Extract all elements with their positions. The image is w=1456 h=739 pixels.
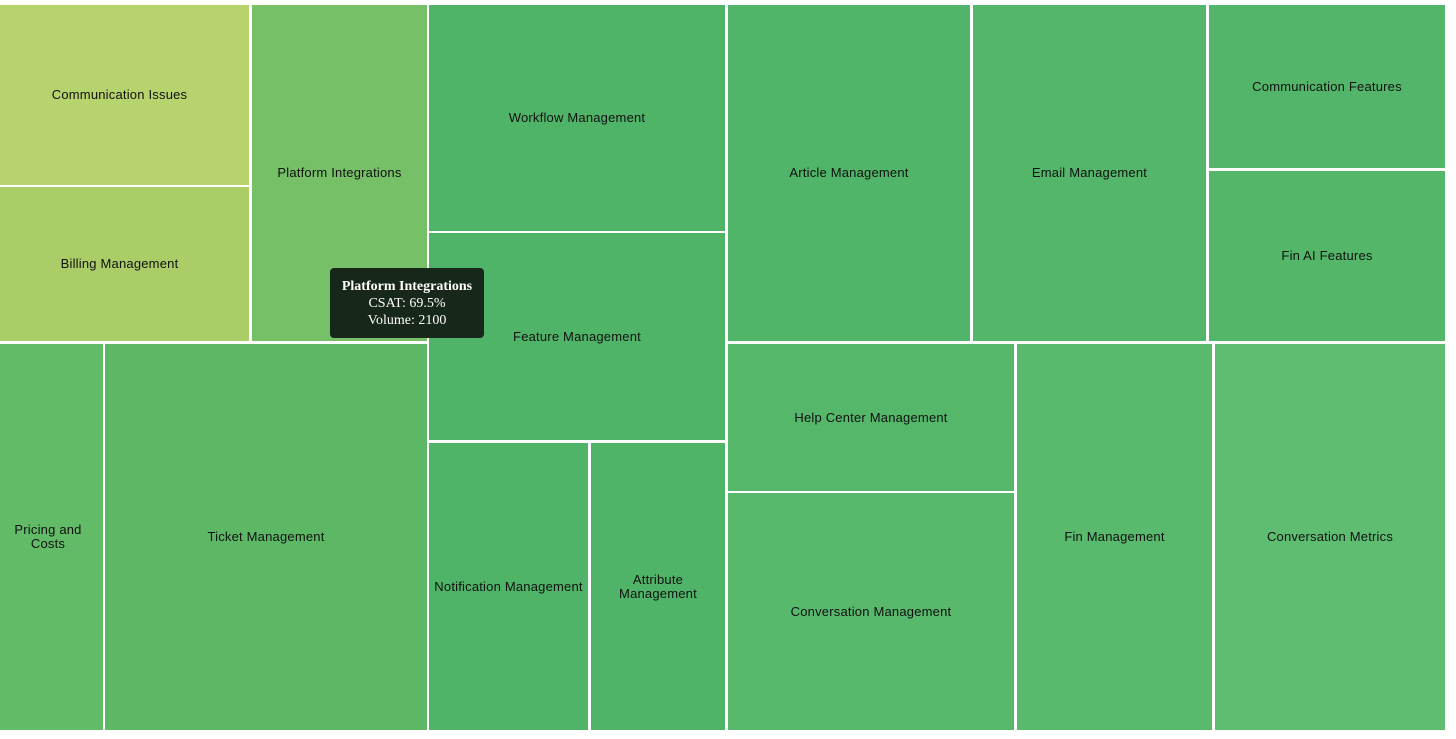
treemap-cell[interactable]: Ticket Management: [105, 344, 427, 730]
treemap-cell[interactable]: Workflow Management: [429, 5, 725, 231]
treemap-cell[interactable]: Help Center Management: [728, 344, 1014, 491]
cell-label: Attribute Management: [619, 571, 697, 601]
cell-label: Platform Integrations: [277, 165, 402, 180]
treemap-cell[interactable]: Article Management: [728, 5, 970, 341]
treemap-cell[interactable]: Pricing and Costs: [0, 344, 103, 730]
cell-label: Notification Management: [434, 578, 583, 594]
treemap-cell[interactable]: Conversation Management: [728, 493, 1014, 730]
cell-label: Feature Management: [513, 328, 641, 344]
cell-label: Pricing and Costs: [14, 522, 82, 551]
cell-label: Article Management: [789, 165, 909, 180]
cell-label: Email Management: [1031, 165, 1148, 180]
cell-label: Help Center Management: [794, 409, 948, 425]
treemap-cell[interactable]: Billing Management: [0, 187, 249, 341]
cell-label: Communication Features: [1252, 78, 1402, 94]
cell-label: Conversation Metrics: [1266, 529, 1394, 544]
cell-label: Communication Issues: [51, 87, 188, 102]
tooltip-line: Volume: 2100: [367, 313, 447, 328]
treemap-cell[interactable]: Notification Management: [429, 443, 588, 730]
treemap-cell[interactable]: Fin AI Features: [1209, 171, 1445, 341]
cell-label: Fin Management: [1064, 529, 1165, 544]
treemap-cell[interactable]: Attribute Management: [591, 443, 725, 730]
tooltip-line: CSAT: 69.5%: [368, 296, 446, 311]
cell-label: Ticket Management: [207, 529, 325, 544]
treemap-cell[interactable]: Email Management: [973, 5, 1206, 341]
cell-label: Conversation Management: [790, 603, 952, 619]
cell-label: Fin AI Features: [1281, 248, 1373, 263]
cell-label: Workflow Management: [508, 110, 646, 125]
cell-label: Billing Management: [60, 256, 179, 271]
treemap-cell[interactable]: Fin Management: [1017, 344, 1212, 730]
treemap-cell[interactable]: Communication Issues: [0, 5, 249, 185]
tooltip: Platform Integrations CSAT: 69.5% Volume…: [330, 268, 484, 338]
treemap-cell[interactable]: Conversation Metrics: [1215, 344, 1445, 730]
treemap-cell[interactable]: Communication Features: [1209, 5, 1445, 168]
tooltip-title: Platform Integrations: [341, 279, 473, 294]
